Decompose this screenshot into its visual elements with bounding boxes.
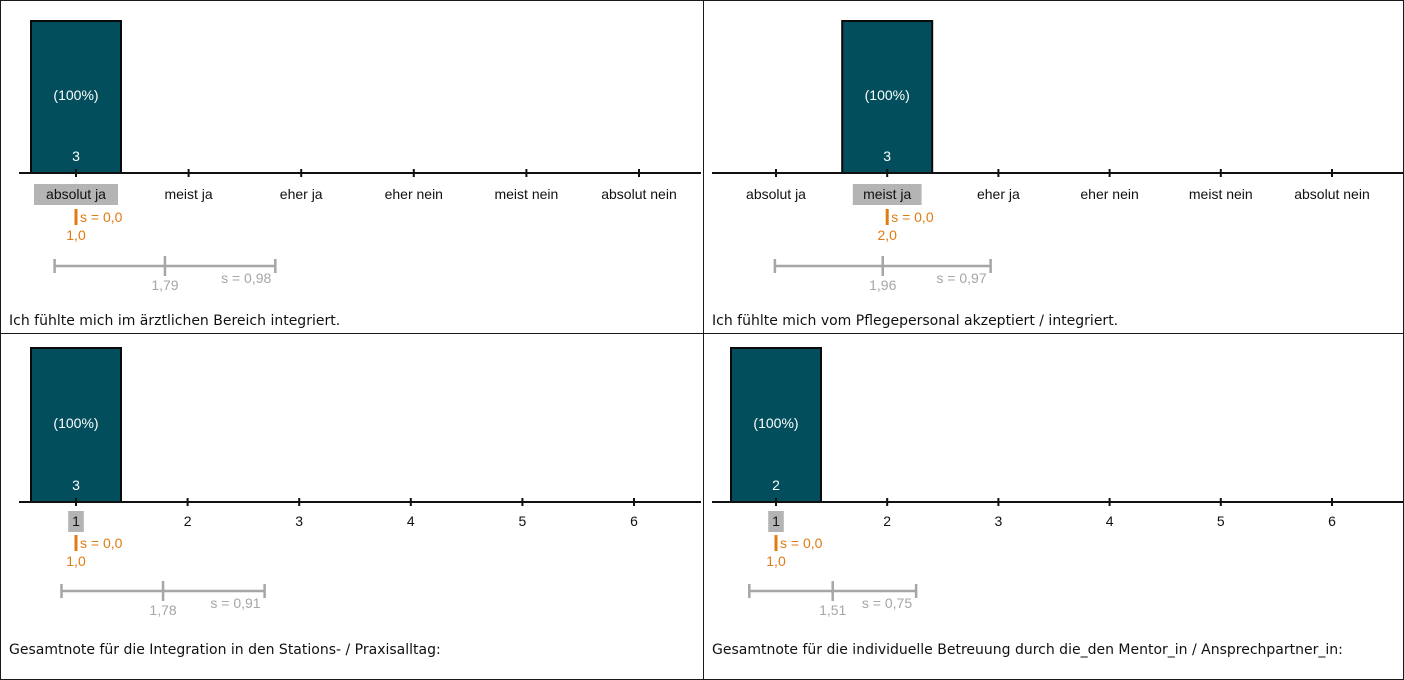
x-tick-label: 4 [407,513,415,529]
x-tick-label: meist nein [494,186,558,202]
bar-count-label: 2 [772,477,780,493]
x-tick-label: eher nein [1080,186,1138,202]
chart-caption: Ich fühlte mich im ärztlichen Bereich in… [9,313,341,329]
x-tick-label: meist nein [1189,186,1253,202]
bar [841,20,934,174]
median-s-label: s = 0,0 [780,535,823,551]
x-tick-label: 1 [772,513,780,529]
chart-panel-gesamtnote-integration: (100%) 3 1 2 3 4 5 6 s = 0,0 1,0 1,78 s = 0,91 Gesa… [0,333,704,680]
bar-count-label: 3 [72,477,80,493]
x-tick-label: absolut nein [1294,186,1370,202]
bar [30,20,122,174]
x-tick-label: 5 [1217,513,1225,529]
x-tick-label: eher nein [385,186,443,202]
x-tick-label: absolut ja [746,186,806,202]
tick-label-highlight [768,511,784,532]
x-tick-label: 6 [630,513,638,529]
median-value-label: 1,0 [766,553,786,569]
mean-s-label: s = 0,91 [210,595,260,611]
mean-value-label: 1,79 [151,277,178,293]
mean-value-label: 1,78 [149,602,176,618]
median-s-label: s = 0,0 [891,209,934,225]
median-value-label: 2,0 [877,227,897,243]
mean-s-label: s = 0,98 [221,270,271,286]
bar-percent-label: (100%) [53,87,98,103]
x-tick-label: absolut nein [601,186,677,202]
median-s-label: s = 0,0 [80,535,123,551]
chart-panel-gesamtnote-betreuung: (100%) 2 1 2 3 4 5 6 s = 0,0 1,0 1,51 s = 0,75 Gesa… [703,333,1404,680]
x-tick-label: 4 [1106,513,1114,529]
x-tick-label: eher ja [977,186,1020,202]
bar-count-label: 3 [883,148,891,164]
bar [30,347,122,503]
x-tick-label: eher ja [280,186,323,202]
bar-percent-label: (100%) [53,415,98,431]
mean-value-label: 1,51 [819,602,846,618]
x-tick-label: meist ja [863,186,911,202]
chart-caption: Gesamtnote für die individuelle Betreuun… [712,642,1343,658]
x-tick-label: 3 [295,513,303,529]
x-tick-label: absolut ja [46,186,106,202]
x-tick-label: 3 [995,513,1003,529]
chart-svg: (100%) 3 absolut ja meist ja eher ja eher nei… [712,20,1403,293]
chart-svg: (100%) 3 1 2 3 4 5 6 s = 0,0 1,0 1,78 s = 0,91 [19,347,701,618]
chart-panel-pflegepersonal: (100%) 3 absolut ja meist ja eher ja eher nei… [703,0,1404,334]
chart-caption: Gesamtnote für die Integration in den St… [9,642,441,658]
median-s-label: s = 0,0 [80,209,123,225]
mean-s-label: s = 0,75 [862,595,912,611]
tick-label-highlight [852,184,922,205]
x-tick-label: meist ja [164,186,212,202]
mean-s-label: s = 0,97 [936,270,986,286]
chart-panel-aerztlicher-bereich: (100%) 3 absolut ja meist ja eher ja eher nei… [0,0,704,334]
chart-caption: Ich fühlte mich vom Pflegepersonal akzep… [712,313,1119,329]
tick-label-highlight [68,511,84,532]
tick-label-highlight [34,184,118,205]
x-tick-label: 6 [1328,513,1336,529]
median-value-label: 1,0 [66,553,86,569]
bar-percent-label: (100%) [753,415,798,431]
bar-percent-label: (100%) [865,87,910,103]
x-tick-label: 2 [883,513,891,529]
x-tick-label: 1 [72,513,80,529]
chart-svg: (100%) 3 absolut ja meist ja eher ja eher nei… [19,20,701,293]
median-value-label: 1,0 [66,227,86,243]
chart-svg: (100%) 2 1 2 3 4 5 6 s = 0,0 1,0 1,51 s = 0,75 [712,347,1403,618]
x-tick-label: 5 [519,513,527,529]
mean-value-label: 1,96 [869,277,896,293]
bar [730,347,822,503]
x-tick-label: 2 [184,513,192,529]
bar-count-label: 3 [72,148,80,164]
